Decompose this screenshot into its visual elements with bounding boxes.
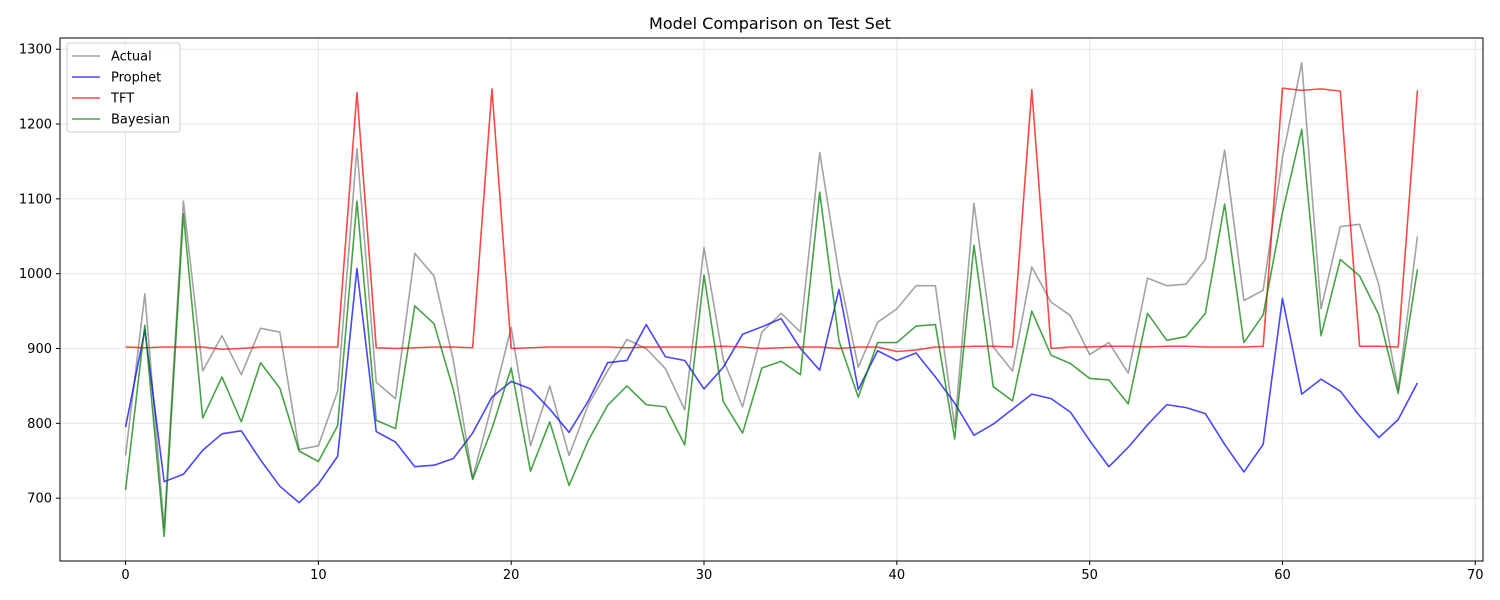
series-line-prophet	[124, 267, 1419, 504]
plot-frame	[59, 37, 1484, 562]
x-tick-label: 30	[696, 568, 713, 583]
legend-label-tft: TFT	[110, 92, 134, 107]
legend-label-actual: Actual	[111, 50, 152, 65]
y-axis: 700 800 900 1000 1100 1200 1300	[19, 43, 60, 507]
x-tick-label: 10	[310, 568, 327, 583]
y-tick-label: 1100	[19, 192, 52, 207]
x-tick-label: 70	[1467, 568, 1484, 583]
y-tick-label: 700	[27, 492, 52, 507]
y-tick-label: 1000	[19, 267, 52, 282]
x-tick-label: 50	[1081, 568, 1098, 583]
y-tick-label: 1300	[19, 43, 52, 58]
x-tick-label: 0	[121, 568, 129, 583]
x-tick-label: 20	[503, 568, 520, 583]
legend-label-bayesian: Bayesian	[111, 113, 170, 128]
legend: Actual Prophet TFT Bayesian	[66, 42, 181, 133]
x-tick-label: 40	[889, 568, 906, 583]
chart-title: Model Comparison on Test Set	[649, 14, 891, 33]
series-line-bayesian	[124, 128, 1419, 538]
series-lines	[124, 61, 1419, 538]
x-axis: 0 10 20 30 40 50 60 70	[121, 561, 1484, 583]
grid	[60, 38, 1483, 561]
series-line-tft	[125, 87, 1419, 353]
legend-box	[66, 42, 181, 133]
x-tick-label: 60	[1274, 568, 1291, 583]
y-tick-label: 1200	[19, 118, 52, 133]
y-tick-label: 800	[27, 417, 52, 432]
legend-label-prophet: Prophet	[111, 71, 161, 86]
y-tick-label: 900	[27, 342, 52, 357]
